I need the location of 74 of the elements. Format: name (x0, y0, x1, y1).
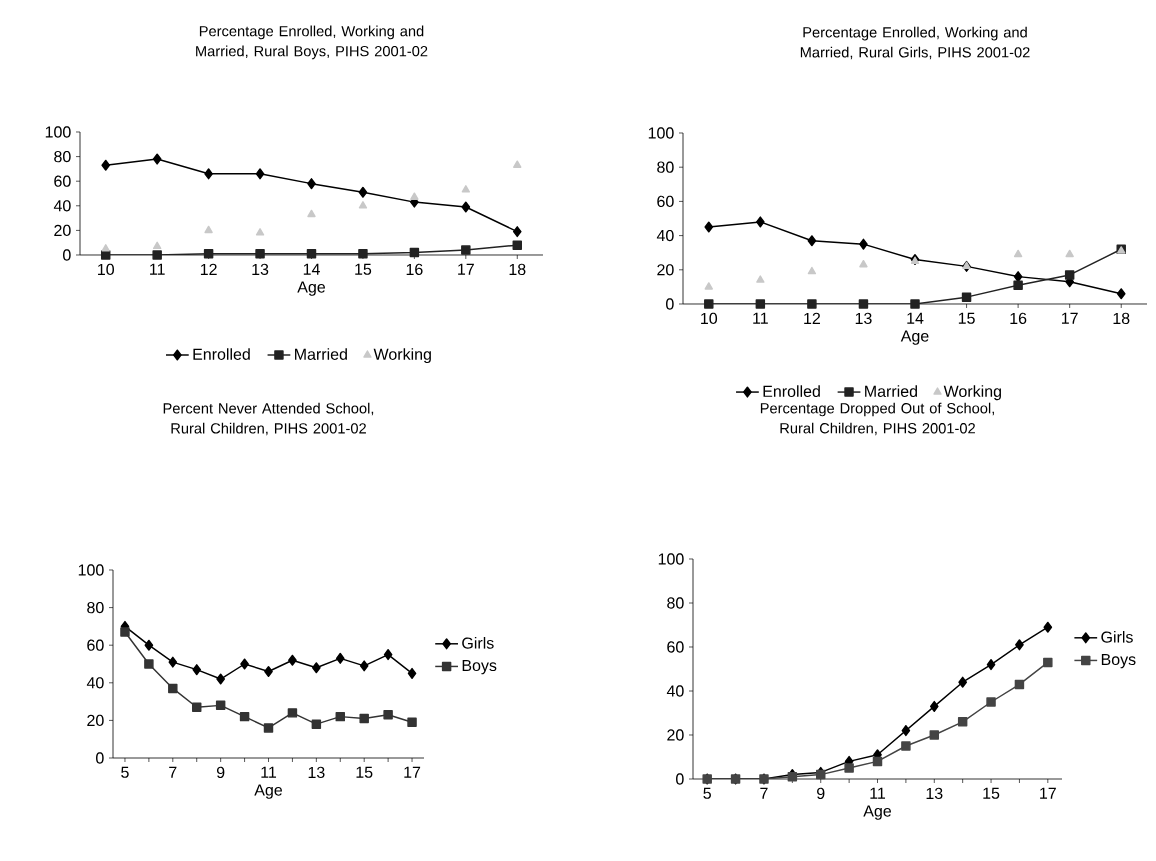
y-tick-label: 60 (667, 641, 684, 653)
y-tick-label: 100 (45, 126, 71, 138)
x-tick-label: 7 (760, 787, 768, 799)
x-tick-label: 11 (150, 263, 165, 275)
x-tick-label: 12 (804, 312, 820, 324)
legend-label: Married (865, 385, 917, 397)
x-tick-label: 18 (1113, 312, 1130, 325)
x-tick-label: 13 (308, 766, 325, 779)
x-tick-label: 11 (753, 312, 768, 324)
y-tick-label: 20 (87, 714, 104, 727)
y-tick-label: 80 (667, 597, 684, 609)
x-tick-label: 17 (1061, 312, 1078, 324)
legend-label: Girls (462, 637, 494, 649)
legend-label: Enrolled (193, 348, 250, 360)
legend-label: Girls (1101, 631, 1133, 643)
y-tick-label: 100 (648, 127, 674, 139)
x-tick-label: 17 (458, 263, 474, 275)
x-tick-label: 13 (926, 787, 943, 800)
legend-label: Working (943, 385, 1001, 401)
x-tick-label: 14 (303, 263, 320, 275)
legend-label: Working (373, 348, 431, 364)
chart-title: Percent Never Attended School, Rural Children, PIHS 2001-02 (163, 402, 374, 436)
y-tick-label: 80 (657, 161, 674, 173)
y-tick-label: 60 (54, 175, 71, 187)
y-tick-label: 20 (667, 729, 684, 741)
y-tick-label: 40 (53, 200, 71, 212)
x-tick-label: 15 (958, 312, 975, 324)
y-tick-label: 20 (54, 224, 71, 237)
x-tick-label: 11 (261, 766, 277, 778)
y-tick-label: 100 (78, 564, 104, 576)
legend-label: Boys (1101, 653, 1136, 669)
x-tick-label: 14 (907, 312, 924, 324)
x-tick-label: 16 (1010, 312, 1027, 325)
x-tick-label: 15 (355, 263, 372, 275)
y-tick-label: 20 (657, 264, 674, 276)
x-tick-label: 16 (406, 263, 423, 276)
y-tick-label: 80 (87, 601, 104, 614)
x-tick-label: 9 (817, 787, 825, 800)
x-tick-label: 13 (855, 312, 872, 325)
y-tick-label: 40 (86, 677, 104, 689)
x-axis-title: Age (297, 281, 326, 296)
y-tick-label: 0 (676, 773, 684, 785)
x-tick-label: 11 (870, 787, 886, 799)
x-tick-label: 17 (1040, 787, 1056, 799)
x-tick-label: 9 (216, 766, 225, 779)
y-tick-label: 100 (658, 553, 684, 565)
x-tick-label: 15 (356, 766, 373, 778)
chart-title: Percentage Enrolled, Working and Married, Rural Girls, PIHS 2001-02 (800, 26, 1030, 60)
y-tick-label: 0 (63, 249, 71, 261)
x-axis-title: Age (900, 330, 929, 345)
x-tick-label: 5 (703, 787, 711, 799)
x-tick-label: 10 (98, 263, 114, 276)
x-tick-label: 18 (509, 263, 526, 276)
chart-title: Percentage Dropped Out of School, Rural Children, PIHS 2001-02 (760, 402, 994, 436)
legend-label: Enrolled (763, 385, 820, 397)
y-tick-label: 40 (656, 229, 674, 242)
x-tick-label: 10 (701, 312, 718, 325)
x-tick-label: 7 (169, 766, 177, 778)
x-axis-title: Age (863, 805, 892, 820)
y-tick-label: 60 (657, 195, 674, 208)
x-tick-label: 5 (121, 766, 129, 778)
chart-title: Percentage Enrolled, Working and Married, Rural Boys, PIHS 2001-02 (196, 25, 428, 60)
x-axis-title: Age (254, 784, 283, 799)
y-tick-label: 40 (666, 685, 684, 697)
x-tick-label: 12 (200, 263, 217, 275)
legend-label: Boys (462, 659, 497, 675)
x-tick-label: 13 (252, 263, 269, 276)
y-tick-label: 80 (54, 150, 71, 163)
y-tick-label: 0 (96, 752, 104, 764)
y-tick-label: 0 (666, 298, 674, 310)
y-tick-label: 60 (87, 639, 104, 651)
legend-label: Married (295, 348, 347, 360)
x-tick-label: 15 (983, 787, 1000, 799)
x-tick-label: 17 (404, 766, 421, 778)
